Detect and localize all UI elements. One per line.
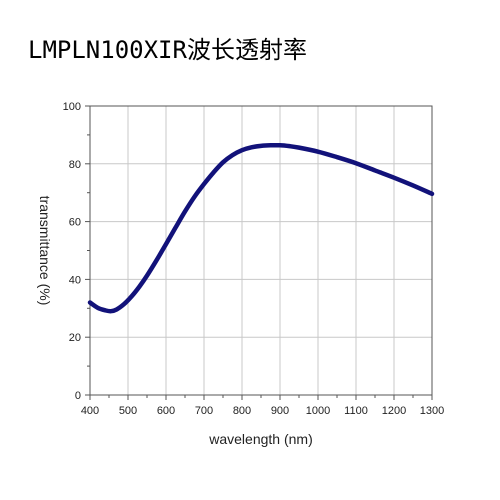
transmittance-series-line	[87, 142, 435, 314]
y-tick-label: 40	[69, 274, 81, 286]
x-tick-label: 1000	[306, 405, 330, 417]
tick-marks	[85, 105, 433, 400]
x-tick-label: 400	[81, 405, 99, 417]
y-tick-label: 80	[69, 159, 81, 171]
y-tick-label: 100	[63, 101, 81, 113]
series-layer	[87, 142, 435, 314]
y-axis-label: transmittance (%)	[37, 196, 53, 306]
y-tick-label: 60	[69, 217, 81, 229]
x-tick-label: 600	[157, 405, 175, 417]
x-axis-label: wavelength (nm)	[208, 431, 313, 447]
grid-lines	[90, 106, 432, 395]
y-tick-label: 20	[69, 332, 81, 344]
x-tick-label: 800	[233, 405, 251, 417]
x-tick-label: 1300	[420, 405, 444, 417]
x-tick-label: 900	[271, 405, 289, 417]
y-tick-label: 0	[75, 390, 81, 402]
x-tick-label: 500	[119, 405, 137, 417]
page-title: LMPLN100XIR波长透射率	[28, 36, 307, 64]
x-tick-label: 700	[195, 405, 213, 417]
x-tick-label: 1100	[344, 405, 368, 417]
x-tick-label: 1200	[382, 405, 406, 417]
tick-labels: 400 500 600 700 800 900 1000 1100 1200 1300 0 20 40 6…	[63, 101, 445, 417]
plot-area-frame	[89, 105, 433, 396]
